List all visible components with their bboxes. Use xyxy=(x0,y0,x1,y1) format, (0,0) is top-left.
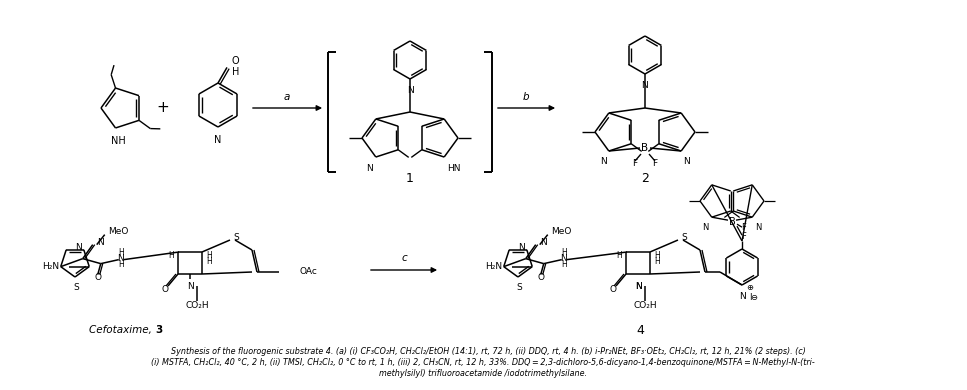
Text: Cefotaxime,: Cefotaxime, xyxy=(89,325,155,335)
Text: N: N xyxy=(634,282,641,291)
Text: S: S xyxy=(233,232,239,241)
Text: S: S xyxy=(681,232,687,241)
Text: N: N xyxy=(683,157,689,166)
Text: N: N xyxy=(739,292,746,301)
Text: CO₂H: CO₂H xyxy=(633,301,657,310)
Text: +: + xyxy=(157,101,169,115)
Text: Synthesis of the fluorogenic substrate 4. (a) (i) CF₃CO₂H, CH₂Cl₂/EtOH (14:1), r: Synthesis of the fluorogenic substrate 4… xyxy=(161,347,806,356)
Text: N: N xyxy=(560,254,567,263)
Text: H: H xyxy=(654,257,659,266)
Text: F: F xyxy=(742,232,747,241)
Text: N: N xyxy=(215,135,221,145)
Text: OAc: OAc xyxy=(299,268,317,277)
Text: N: N xyxy=(634,282,641,291)
Text: c: c xyxy=(401,253,407,263)
Text: N: N xyxy=(601,157,607,166)
Text: 1: 1 xyxy=(406,172,414,184)
Text: O: O xyxy=(231,57,239,66)
Text: N: N xyxy=(366,164,373,173)
Text: H: H xyxy=(168,250,174,259)
Text: H: H xyxy=(118,248,124,257)
Text: 2: 2 xyxy=(641,172,649,184)
Text: CO₂H: CO₂H xyxy=(186,301,209,310)
Text: MeO: MeO xyxy=(108,227,129,236)
Text: N: N xyxy=(117,254,124,263)
Text: S: S xyxy=(73,283,79,292)
Text: H: H xyxy=(616,250,622,259)
Text: N: N xyxy=(75,243,82,252)
Text: N: N xyxy=(187,282,193,291)
Text: N: N xyxy=(755,223,762,232)
Text: N: N xyxy=(97,238,103,247)
Text: (i) MSTFA, CH₂Cl₂, 40 °C, 2 h, (ii) TMSI, CH₂Cl₂, 0 °C to rt, 1 h, (iii) 2, CH₃C: (i) MSTFA, CH₂Cl₂, 40 °C, 2 h, (ii) TMSI… xyxy=(151,358,815,367)
Text: a: a xyxy=(283,92,290,102)
Text: O: O xyxy=(609,285,617,294)
Text: B: B xyxy=(728,217,735,227)
Text: H: H xyxy=(561,260,567,269)
Text: ⊕: ⊕ xyxy=(747,284,753,292)
Text: F: F xyxy=(653,160,658,168)
Text: HN: HN xyxy=(447,164,460,173)
Text: MeO: MeO xyxy=(551,227,571,236)
Text: N: N xyxy=(540,238,546,247)
Text: ⊖: ⊖ xyxy=(750,294,757,303)
Text: H: H xyxy=(118,260,124,269)
Text: H: H xyxy=(654,250,659,259)
Text: H₂N: H₂N xyxy=(485,262,502,271)
Text: b: b xyxy=(523,92,529,102)
Text: methylsilyl) trifluoroacetamide /iodotrimethylsilane.: methylsilyl) trifluoroacetamide /iodotri… xyxy=(379,369,587,378)
Text: I: I xyxy=(748,294,751,303)
Text: H: H xyxy=(206,250,212,259)
Text: N: N xyxy=(702,223,709,232)
Text: N: N xyxy=(518,243,525,252)
Text: O: O xyxy=(161,285,168,294)
Text: S: S xyxy=(516,283,522,292)
Text: H: H xyxy=(206,257,212,266)
Text: H: H xyxy=(561,248,567,257)
Text: N: N xyxy=(407,86,413,95)
Text: N: N xyxy=(642,81,649,90)
Text: 3: 3 xyxy=(155,325,162,335)
Text: 4: 4 xyxy=(636,323,644,337)
Text: O: O xyxy=(538,273,544,282)
Text: H₂N: H₂N xyxy=(43,262,59,271)
Text: O: O xyxy=(94,273,102,282)
Text: F: F xyxy=(632,160,637,168)
Text: H: H xyxy=(232,67,240,77)
Text: B: B xyxy=(641,143,649,153)
Text: F: F xyxy=(742,223,747,232)
Text: NH: NH xyxy=(111,136,126,146)
